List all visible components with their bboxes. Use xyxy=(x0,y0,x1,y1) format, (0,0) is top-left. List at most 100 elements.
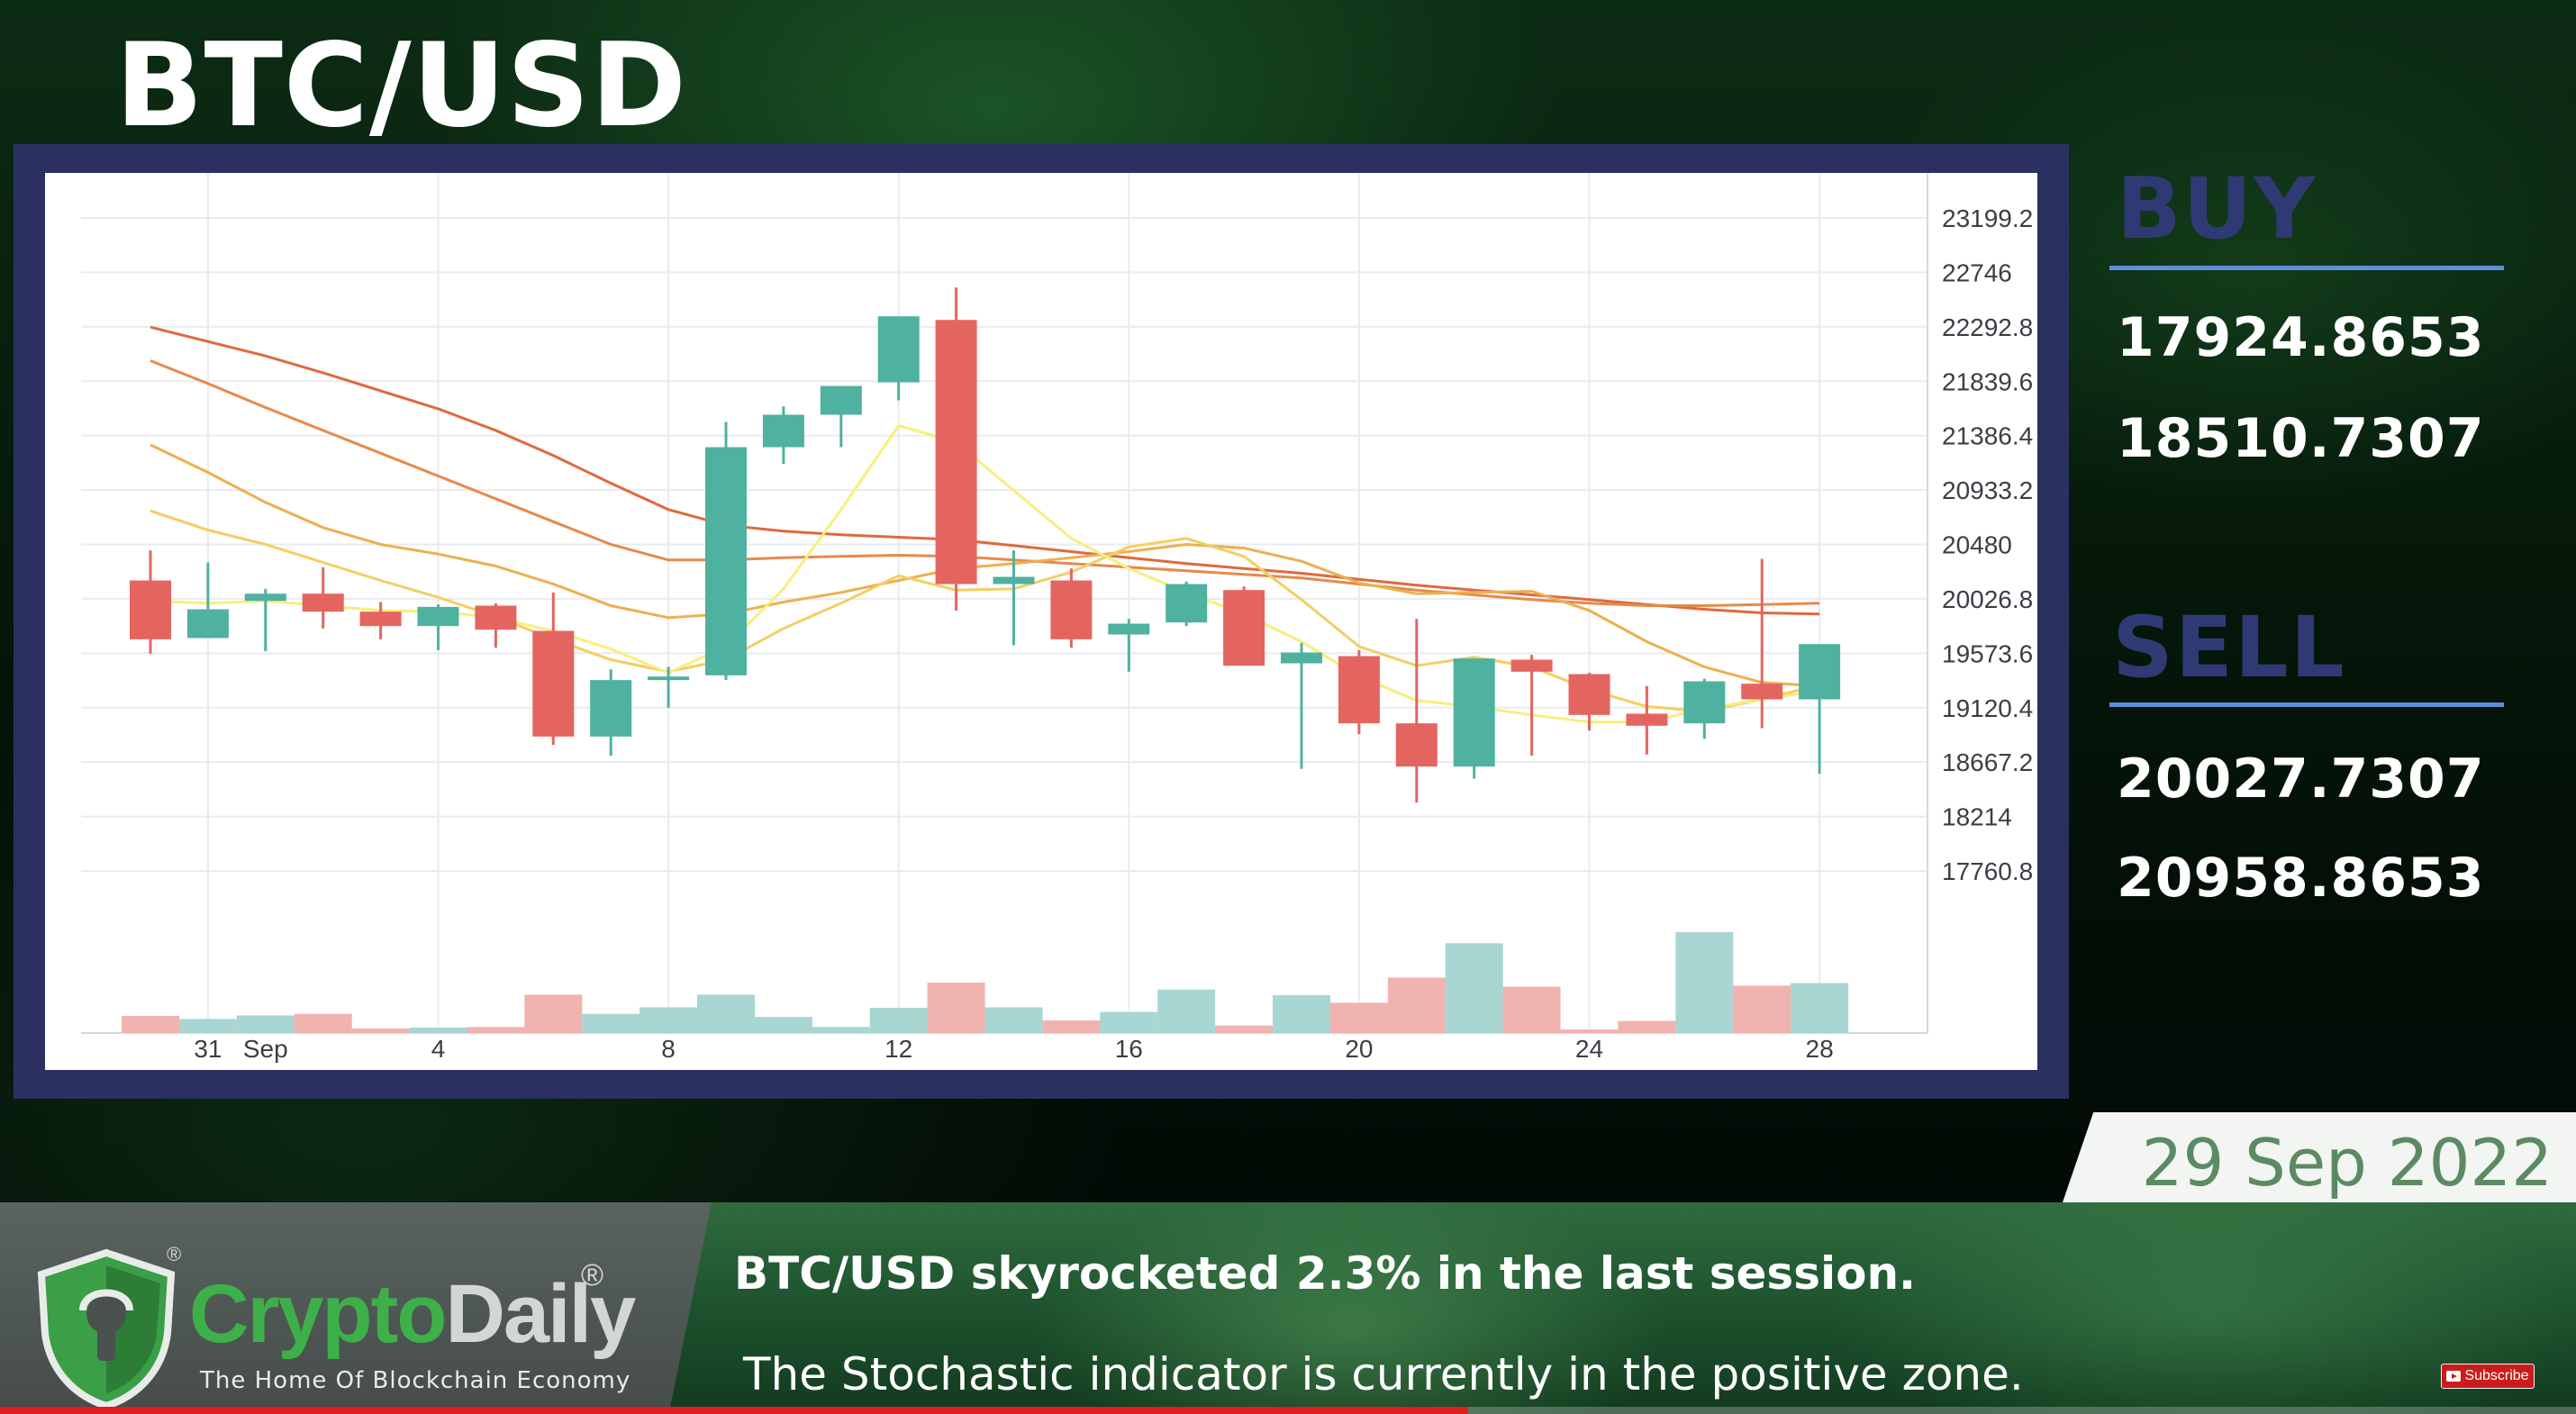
volume-bar xyxy=(1329,1002,1388,1033)
sell-level-2: 20958.8653 xyxy=(2117,847,2485,910)
candle-body xyxy=(705,447,747,675)
volume-bar xyxy=(1387,977,1446,1033)
candle-body xyxy=(993,576,1035,585)
ticker-headline: BTC/USD skyrocketed 2.3% in the last ses… xyxy=(734,1247,1917,1300)
subscribe-label: Subscribe xyxy=(2464,1368,2529,1383)
candle-body xyxy=(1338,656,1380,724)
logo-area: ® CryptoDaily ® The Home Of Blockchain E… xyxy=(0,1202,712,1414)
y-tick-label: 18667.2 xyxy=(1942,748,2033,776)
volume-bar xyxy=(697,994,755,1033)
candle-body xyxy=(1223,590,1265,666)
x-tick-label: 16 xyxy=(1115,1035,1143,1063)
candle-body xyxy=(1050,580,1093,639)
volume-bar xyxy=(812,1027,870,1033)
volume-bar xyxy=(927,983,985,1033)
candle-body xyxy=(1683,681,1726,724)
x-tick-label: 12 xyxy=(884,1035,912,1063)
buy-level-2: 18510.7307 xyxy=(2117,407,2485,470)
volume-bar xyxy=(1791,983,1849,1033)
volume-bar xyxy=(1675,932,1734,1033)
video-progress-bar[interactable] xyxy=(0,1407,2576,1414)
volume-bar xyxy=(1042,1020,1101,1033)
volume-bar xyxy=(1445,943,1503,1033)
chart-panel: 23199.2 22746 22292.8 21839.6 21386.4 20933.2… xyxy=(45,173,2037,1070)
y-tick-label: 20933.2 xyxy=(1942,476,2033,504)
x-tick-label: 20 xyxy=(1345,1035,1373,1063)
logo-wordmark: CryptoDaily xyxy=(189,1268,636,1360)
volume-bar xyxy=(984,1007,1043,1033)
volume-bar xyxy=(1215,1025,1274,1033)
volume-bar xyxy=(1733,985,1791,1033)
candle-body xyxy=(1108,623,1150,635)
y-tick-label: 20480 xyxy=(1942,531,2012,559)
volume-bar xyxy=(1273,995,1330,1033)
registered-mark: ® xyxy=(581,1258,604,1292)
y-tick-label: 22292.8 xyxy=(1942,313,2033,341)
buy-level-1: 17924.8653 xyxy=(2117,306,2485,369)
candle-body xyxy=(1799,644,1841,700)
buy-divider xyxy=(2109,266,2504,270)
logo-dot-mark: ® xyxy=(167,1243,182,1265)
y-tick-label: 17760.8 xyxy=(1942,857,2033,885)
candle-body xyxy=(359,612,402,627)
candle-body xyxy=(1453,658,1495,767)
y-tick-label: 19573.6 xyxy=(1942,639,2033,667)
candle-body xyxy=(1741,684,1783,700)
candle-body xyxy=(1395,723,1438,767)
volume-bar xyxy=(1100,1011,1158,1033)
y-tick-label: 19120.4 xyxy=(1942,694,2033,722)
candle-body xyxy=(762,414,804,448)
candle-body xyxy=(648,676,690,681)
x-tick-label: Sep xyxy=(243,1035,288,1063)
volume-bar xyxy=(294,1013,352,1033)
moving-average-line xyxy=(150,359,1820,607)
candle-body xyxy=(186,609,229,639)
x-tick-label: 4 xyxy=(431,1035,446,1063)
volume-bar xyxy=(409,1027,467,1033)
y-tick-label: 23199.2 xyxy=(1942,204,2033,232)
x-tick-label: 28 xyxy=(1806,1035,1834,1063)
volume-bar xyxy=(1502,986,1561,1033)
volume-bar xyxy=(236,1015,295,1033)
x-tick-label: 24 xyxy=(1575,1035,1603,1063)
candle-body xyxy=(130,580,171,639)
y-tick-label: 21386.4 xyxy=(1942,422,2033,450)
news-ticker-bar: ® CryptoDaily ® The Home Of Blockchain E… xyxy=(0,1202,2576,1414)
candlestick-chart: 23199.2 22746 22292.8 21839.6 21386.4 20933.2… xyxy=(81,173,2033,1063)
candle-body xyxy=(1166,584,1208,623)
y-tick-label: 22746 xyxy=(1942,258,2012,286)
volume-bar xyxy=(754,1017,812,1033)
volume-bar xyxy=(1560,1029,1619,1033)
y-tick-label: 20026.8 xyxy=(1942,585,2033,613)
candle-body xyxy=(475,605,517,630)
video-progress-fill xyxy=(0,1407,1469,1414)
candle-body xyxy=(417,606,459,627)
candle-body xyxy=(1281,652,1322,664)
subscribe-button[interactable]: Subscribe xyxy=(2441,1364,2535,1389)
y-tick-label: 18214 xyxy=(1942,803,2012,831)
date-banner: 29 Sep 2022 xyxy=(2063,1112,2576,1202)
volume-bar xyxy=(639,1007,698,1033)
candle-body xyxy=(1626,713,1668,726)
volume-bar xyxy=(122,1015,179,1033)
logo-tagline: The Home Of Blockchain Economy xyxy=(200,1367,631,1394)
x-tick-label: 31 xyxy=(194,1035,222,1063)
candle-body xyxy=(1510,659,1553,672)
sell-divider xyxy=(2109,702,2504,707)
date-label: 29 Sep 2022 xyxy=(2141,1125,2553,1201)
sell-level-1: 20027.7307 xyxy=(2117,748,2485,811)
candle-body xyxy=(532,630,575,737)
volume-bar xyxy=(582,1013,640,1033)
volume-bar xyxy=(1157,989,1216,1033)
y-tick-label: 21839.6 xyxy=(1942,367,2033,395)
volume-bar xyxy=(178,1019,237,1033)
ticker-subline: The Stochastic indicator is currently in… xyxy=(743,1348,2024,1400)
sell-heading: SELL xyxy=(2112,599,2346,697)
moving-average-line xyxy=(150,443,1820,688)
shield-lock-icon xyxy=(37,1248,176,1409)
candle-body xyxy=(590,680,632,737)
page-title: BTC/USD xyxy=(115,19,687,153)
candle-body xyxy=(244,594,286,602)
volume-bar xyxy=(1618,1020,1676,1033)
candle-body xyxy=(1568,674,1610,715)
